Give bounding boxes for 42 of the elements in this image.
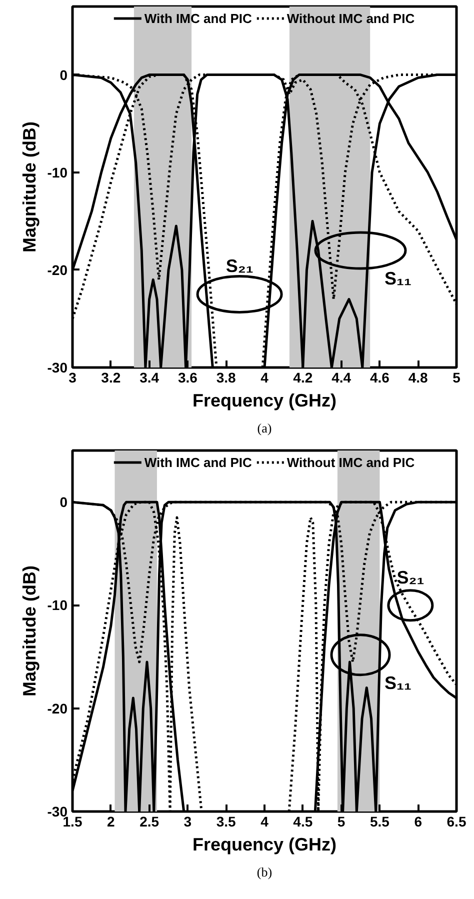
y-tick-label: -20 <box>47 262 68 278</box>
x-tick-label: 4 <box>260 814 269 830</box>
x-tick-label: 3 <box>184 814 192 830</box>
x-tick-label: 6 <box>414 814 422 830</box>
x-tick-label: 4.2 <box>293 370 313 386</box>
x-tick-label: 2 <box>107 814 116 830</box>
text: (b) <box>256 864 272 880</box>
annotation: S₁₁ <box>384 268 412 289</box>
x-tick-label: 3.5 <box>216 814 236 830</box>
x-tick-label: 5.5 <box>370 814 390 830</box>
x-tick-label: 5 <box>452 370 461 386</box>
x-tick-label: 3.4 <box>140 370 160 386</box>
x-axis-title: Frequency (GHz) <box>192 834 337 854</box>
x-tick-label: 4.8 <box>408 370 428 386</box>
x-tick-label: 3.8 <box>216 370 236 386</box>
legend-label: With IMC and PIC <box>144 454 252 470</box>
legend-label: Without IMC and PIC <box>286 10 415 26</box>
x-tick-label: 4 <box>260 370 269 386</box>
y-tick-label: -10 <box>47 597 68 614</box>
x-axis-title: Frequency (GHz) <box>192 390 337 410</box>
x-tick-label: 6.5 <box>446 814 466 830</box>
x-tick-label: 3.6 <box>178 370 198 386</box>
annotation: S₁₁ <box>384 672 412 693</box>
x-tick-label: 3 <box>68 370 77 386</box>
legend-label: With IMC and PIC <box>144 10 252 26</box>
x-tick-label: 5 <box>337 814 346 830</box>
y-tick-label: -20 <box>47 700 68 716</box>
y-axis-title: Magnitude (dB) <box>19 566 40 696</box>
y-tick-label: 0 <box>60 494 68 510</box>
x-tick-label: 2.5 <box>140 814 160 830</box>
annotation: S₂₁ <box>396 567 424 588</box>
legend-label: Without IMC and PIC <box>286 454 415 470</box>
y-axis-title: Magnitude (dB) <box>19 122 40 252</box>
y-tick-label: -30 <box>47 360 68 376</box>
x-tick-label: 4.6 <box>370 370 390 386</box>
x-tick-label: 3.2 <box>101 370 121 386</box>
x-tick-label: 4.5 <box>293 814 313 830</box>
y-tick-label: -10 <box>47 164 68 180</box>
y-tick-label: 0 <box>60 66 68 83</box>
text: (a) <box>257 420 272 436</box>
x-tick-label: 4.4 <box>332 370 352 386</box>
annotation: S₂₁ <box>226 256 254 276</box>
